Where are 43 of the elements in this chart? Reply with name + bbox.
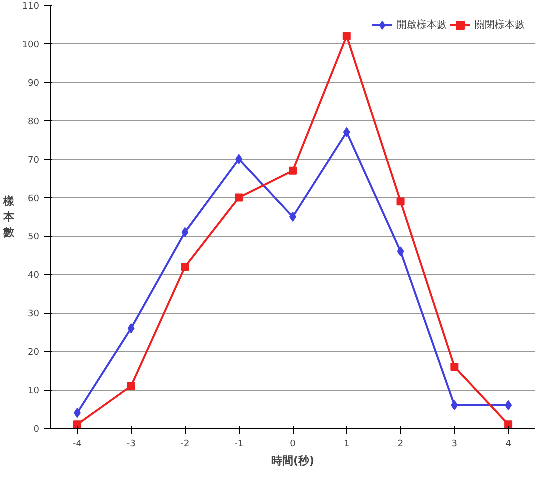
point — [396, 198, 405, 206]
y-tick-label: 10 — [28, 386, 40, 397]
x-tick-label: 0 — [290, 440, 296, 450]
x-tick-label: -1 — [234, 440, 244, 450]
x-tick-label: 4 — [506, 440, 512, 450]
point — [73, 420, 82, 428]
y-tick-label: 100 — [22, 40, 40, 50]
x-tick-label: -2 — [180, 440, 190, 450]
y-tick-label: 20 — [28, 348, 40, 358]
point — [505, 400, 512, 410]
y-axis-title: 樣本數 — [2, 194, 16, 240]
x-tick-label: 2 — [398, 440, 404, 450]
point — [181, 262, 190, 271]
point — [127, 382, 136, 390]
point — [128, 324, 135, 334]
y-tick-label: 60 — [28, 194, 40, 204]
x-tick-label: -4 — [72, 440, 82, 450]
y-tick-label: 70 — [28, 156, 40, 166]
y-tick-label: 0 — [34, 425, 40, 435]
point — [342, 32, 351, 40]
y-tick-label: 90 — [28, 78, 40, 89]
point — [182, 227, 189, 238]
y-tick-label: 40 — [28, 271, 40, 282]
legend-label: 開啟樣本數 — [397, 18, 447, 32]
x-tick-label: -3 — [126, 440, 136, 450]
x-tick-label: 3 — [452, 440, 458, 450]
point — [397, 246, 404, 257]
point — [450, 362, 459, 371]
y-tick-label: 80 — [28, 117, 40, 128]
point — [343, 127, 350, 138]
point — [504, 420, 513, 428]
point — [236, 154, 243, 164]
y-tick-label: 50 — [28, 232, 40, 243]
x-axis-title: 時間(秒) — [271, 454, 315, 468]
point — [290, 212, 296, 222]
y-tick-label: 110 — [22, 2, 40, 12]
x-tick-label: 1 — [344, 440, 350, 450]
point — [74, 408, 81, 418]
legend-label: 關閉樣本數 — [475, 18, 525, 32]
point — [235, 194, 244, 202]
point — [451, 400, 458, 410]
point — [289, 166, 297, 175]
y-tick-label: 30 — [28, 310, 40, 320]
